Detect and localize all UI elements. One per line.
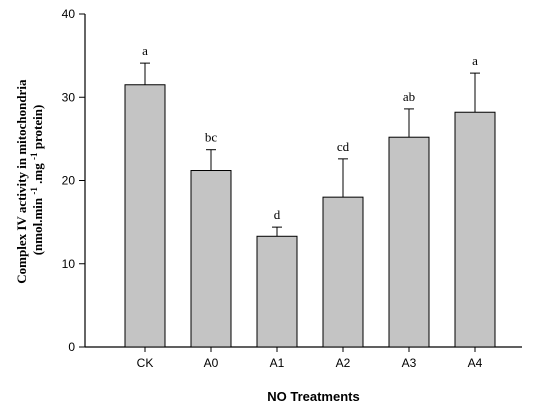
y-axis-title-line1: Complex IV activity in mitochondria xyxy=(14,79,29,284)
y-tick-label: 30 xyxy=(62,90,76,104)
bars: a bc d cd ab a xyxy=(124,43,496,348)
significance-letter: bc xyxy=(205,130,218,145)
x-tick-label: A2 xyxy=(336,356,351,370)
y-ticks: 0 10 20 30 40 xyxy=(62,7,85,354)
y-axis-title-unit-part: .mg xyxy=(30,163,45,184)
x-tick-label: A1 xyxy=(270,356,285,370)
bar-A4 xyxy=(454,111,496,348)
y-axis-title-superscript: -1 xyxy=(29,187,39,195)
x-tick-label: A4 xyxy=(468,356,483,370)
bar-A3 xyxy=(388,136,430,348)
significance-letter: ab xyxy=(403,89,415,104)
x-ticks: CK A0 A1 A2 A3 A4 xyxy=(137,347,483,370)
x-tick-label: CK xyxy=(137,356,154,370)
bar-CK xyxy=(124,84,166,348)
y-axis-title-line2: (nmol.min -1 .mg -1 protein) xyxy=(29,105,45,256)
y-axis-title-unit-part: protein) xyxy=(30,105,45,150)
x-tick-label: A0 xyxy=(204,356,219,370)
y-tick-label: 10 xyxy=(62,257,76,271)
significance-letter: a xyxy=(472,53,478,68)
significance-letter: d xyxy=(274,207,281,222)
bar-A1 xyxy=(256,235,298,348)
significance-letter: a xyxy=(142,43,148,58)
y-tick-label: 0 xyxy=(68,340,75,354)
y-axis-title-unit-part: (nmol.min xyxy=(30,197,45,255)
x-tick-label: A3 xyxy=(402,356,417,370)
significance-letter: cd xyxy=(337,139,350,154)
y-axis-title-superscript: -1 xyxy=(29,152,39,160)
y-tick-label: 20 xyxy=(62,174,76,188)
x-axis-title: NO Treatments xyxy=(267,389,359,404)
y-tick-label: 40 xyxy=(62,7,76,21)
bar-A0 xyxy=(190,170,232,348)
bar-A2 xyxy=(322,196,364,348)
y-axis-title: Complex IV activity in mitochondria (nmo… xyxy=(14,76,45,283)
